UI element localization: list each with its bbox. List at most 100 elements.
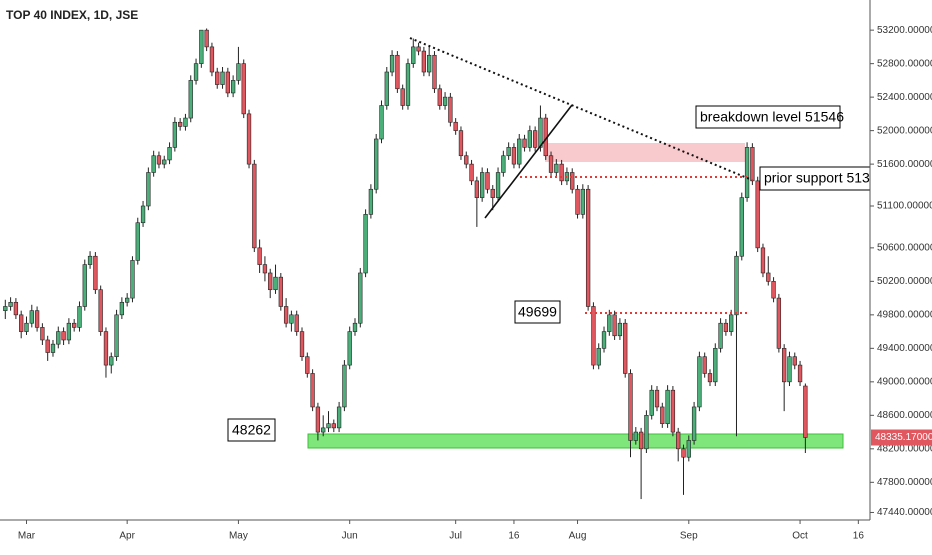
candle-body (612, 314, 617, 337)
candle-body (34, 310, 40, 328)
candle-body (421, 50, 427, 73)
candle-body (93, 255, 98, 291)
annotation: 49699 (518, 304, 557, 320)
candle-body (140, 205, 146, 224)
last-price-label: 48335.17000 (875, 432, 932, 443)
candle-body (278, 276, 283, 307)
last-price-box (871, 429, 932, 446)
candle-body (241, 63, 246, 115)
candle-body (469, 163, 474, 182)
candle-body (580, 188, 585, 215)
candle-body (379, 105, 384, 140)
candle-body (109, 356, 114, 366)
candle-body (146, 172, 151, 207)
candle-body (665, 389, 670, 425)
candle-body (3, 306, 8, 311)
candle-body (453, 121, 458, 131)
candle-body (766, 272, 771, 282)
x-tick-label: Mar (18, 531, 36, 542)
candle-body (654, 389, 660, 408)
candle-body (236, 63, 241, 81)
candle-body (718, 322, 723, 349)
candle-body (554, 163, 559, 173)
x-tick-label: Oct (792, 531, 808, 542)
candle-body (522, 138, 527, 148)
candle-body (125, 297, 130, 303)
candle-body (225, 71, 230, 94)
y-tick-label: 48600.00000 (877, 410, 932, 421)
y-tick-label: 50600.00000 (877, 242, 932, 253)
support-zone (307, 433, 844, 449)
y-tick-label: 49400.00000 (877, 343, 932, 354)
candle-body (464, 155, 469, 165)
candle-body (77, 306, 82, 328)
candle-body (591, 306, 596, 366)
candle-body (50, 343, 56, 353)
candle-body (151, 155, 156, 173)
candle-body (215, 71, 220, 85)
candle-body (119, 301, 125, 316)
candle-body (538, 117, 543, 148)
y-tick-label: 48200.00000 (877, 443, 932, 454)
candle-body (702, 356, 707, 374)
candle-body (787, 356, 792, 383)
candle-body (342, 364, 347, 408)
candle-body (570, 172, 575, 190)
candle-body (585, 188, 591, 307)
candle-body (411, 46, 416, 64)
candle-body (559, 163, 564, 182)
candle-body (347, 331, 352, 366)
candle-body (601, 331, 607, 349)
candle-body (495, 172, 501, 198)
candle-body (575, 188, 580, 215)
candle-body (389, 54, 395, 73)
chart-title: TOP 40 INDEX, 1D, JSE (6, 8, 138, 22)
resistance-zone (545, 143, 745, 162)
candle-body (24, 322, 29, 332)
x-tick-label: 16 (508, 531, 520, 542)
candle-body (527, 130, 532, 148)
candle-body (670, 389, 676, 433)
x-tick-label: Apr (119, 531, 135, 542)
candle-body (188, 80, 193, 119)
candle-body (532, 130, 538, 148)
candle-body (400, 88, 405, 106)
candle-body (480, 172, 485, 198)
annotation-box (695, 105, 841, 129)
candle-body (13, 301, 19, 316)
y-tick-label: 47800.00000 (877, 477, 932, 488)
candle-body (368, 188, 374, 215)
y-tick-label: 51100.00000 (877, 201, 932, 212)
candle-body (358, 272, 363, 324)
candle-body (130, 260, 135, 299)
x-tick-label: Jul (449, 531, 462, 542)
candle-body (204, 29, 209, 48)
candle-body (135, 222, 140, 261)
candle-body (289, 314, 294, 324)
candle-body (750, 147, 755, 182)
candle-body (220, 71, 225, 85)
annotation-box (514, 300, 561, 324)
y-tick-label: 49000.00000 (877, 376, 932, 387)
candle-body (305, 356, 310, 374)
candle-body (156, 155, 162, 165)
candle-body (638, 431, 644, 450)
y-tick-label: 53200.00000 (877, 25, 932, 36)
candle-body (517, 138, 522, 165)
candle-body (82, 264, 87, 307)
candle-body (474, 180, 480, 198)
candle-body (299, 331, 305, 358)
candle-body (771, 281, 776, 299)
x-tick-label: 16 (853, 531, 865, 542)
candle-body (501, 155, 506, 173)
candle-body (336, 406, 342, 429)
y-tick-label: 52400.00000 (877, 92, 932, 103)
candle-body (697, 356, 702, 408)
candle-body (681, 448, 686, 458)
candle-body (760, 247, 766, 274)
candle-body (183, 117, 188, 127)
annotation-box (759, 166, 870, 191)
candle-body (114, 314, 119, 358)
x-tick-label: Jun (342, 531, 358, 542)
candle-body (707, 373, 713, 383)
